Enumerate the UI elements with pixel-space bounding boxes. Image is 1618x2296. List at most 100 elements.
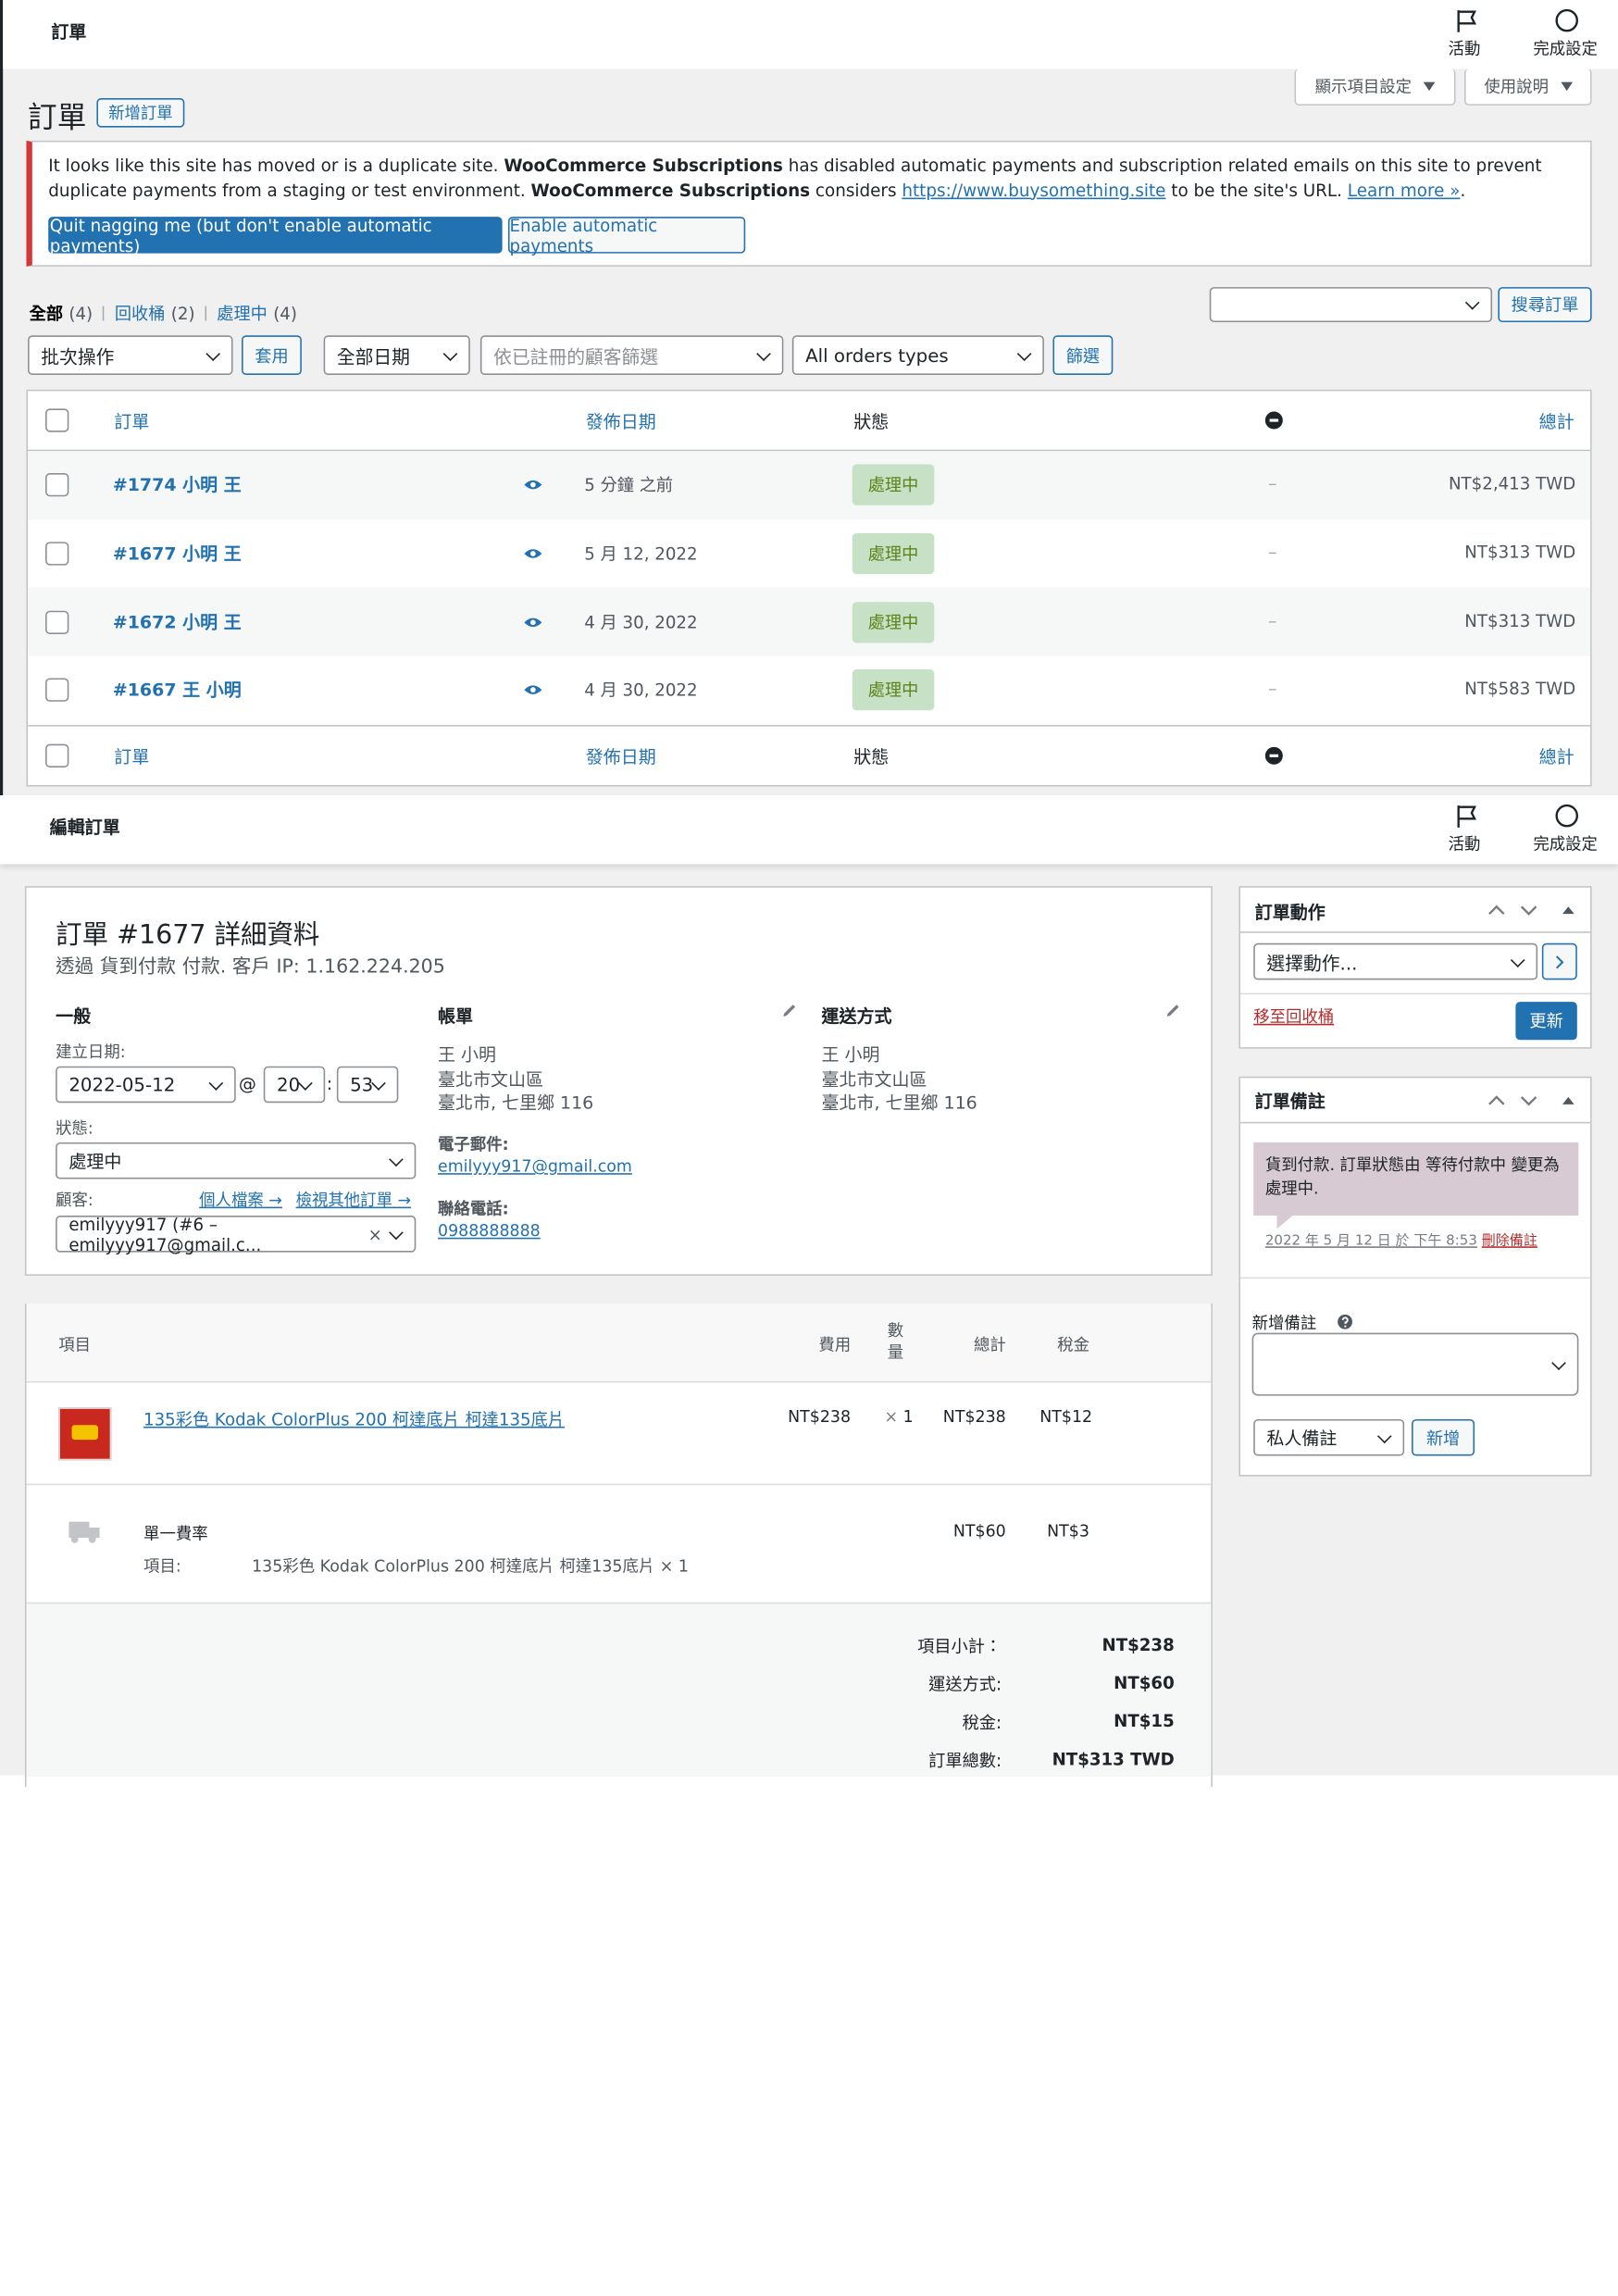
text: has disabled automatic payments and subs… xyxy=(48,155,1542,200)
go[interactable] xyxy=(1541,942,1577,980)
help-icon[interactable] xyxy=(1337,1314,1352,1329)
type-select[interactable]: All orders types xyxy=(791,335,1044,375)
activity[interactable]: 活動 xyxy=(1448,834,1481,855)
column-header[interactable]: 發佈日期 xyxy=(585,411,656,432)
phone[interactable]: 0988888888 xyxy=(438,1221,541,1241)
label: 建立日期: xyxy=(56,1042,126,1062)
circle-icon[interactable] xyxy=(1554,803,1580,829)
order-link[interactable]: #1677 小明 王 xyxy=(112,543,242,564)
column-header[interactable]: 訂單 xyxy=(114,411,150,432)
row-bg xyxy=(28,451,1591,519)
totals-area xyxy=(26,1602,1212,1777)
circle-icon[interactable] xyxy=(1554,7,1580,33)
column-footer[interactable]: 總計 xyxy=(1538,746,1574,767)
bulk-select[interactable]: 批次操作 xyxy=(28,335,233,375)
customer-select[interactable]: 依已註冊的顧客篩選 xyxy=(479,335,784,375)
page-title: 訂單 xyxy=(28,99,87,135)
value: 53 xyxy=(350,1073,374,1096)
order-link[interactable]: #1774 小明 王 xyxy=(112,475,242,496)
thumb-art xyxy=(71,1425,98,1441)
link[interactable]: Learn more » xyxy=(1347,179,1461,200)
shipping-tax: NT$3 xyxy=(1047,1521,1089,1541)
search-button[interactable]: 搜尋訂單 xyxy=(1498,287,1592,323)
order-link[interactable]: #1672 小明 王 xyxy=(112,611,242,632)
note-bubble xyxy=(1253,1142,1579,1217)
delete-note[interactable]: 刪除備註 xyxy=(1481,1233,1537,1250)
address-line: 臺北市, 七里鄉 116 xyxy=(438,1092,594,1114)
billing-icon xyxy=(1264,746,1283,765)
apply[interactable]: 套用 xyxy=(242,335,302,375)
value: 2022-05-12 xyxy=(68,1073,176,1096)
shipping-address: 王 小明 臺北市文山區 臺北市, 七里鄉 116 xyxy=(822,1042,977,1115)
shipping-items: 135彩色 Kodak ColorPlus 200 柯達底片 柯達135底片 ×… xyxy=(252,1556,689,1577)
edit-bar xyxy=(0,795,1618,865)
note-textarea[interactable] xyxy=(1251,1332,1579,1396)
setup[interactable]: 完成設定 xyxy=(1533,39,1598,59)
status: 處理中 xyxy=(852,464,935,506)
order-date: 5 月 12, 2022 xyxy=(584,543,698,564)
label: 顯示項目設定 xyxy=(1314,77,1413,97)
add-order[interactable]: 新增訂單 xyxy=(96,97,185,128)
email[interactable]: emilyyy917@gmail.com xyxy=(438,1156,632,1177)
hour-input[interactable]: 20 xyxy=(263,1066,326,1104)
clear[interactable]: × xyxy=(367,1223,382,1244)
column-footer[interactable]: 訂單 xyxy=(114,746,150,767)
column-header[interactable]: 總計 xyxy=(1538,411,1574,432)
status: 處理中 xyxy=(852,601,935,643)
order-link[interactable]: #1667 王 小明 xyxy=(112,680,242,701)
checkbox[interactable] xyxy=(45,743,69,767)
action-select[interactable]: 選擇動作... xyxy=(1253,942,1538,980)
add-note[interactable]: 新增 xyxy=(1412,1418,1475,1456)
address-line: 臺北市文山區 xyxy=(438,1068,543,1090)
view-label[interactable]: 回收桶 xyxy=(114,303,166,324)
trash-link[interactable]: 移至回收桶 xyxy=(1253,1007,1335,1027)
update[interactable]: 更新 xyxy=(1515,1002,1577,1041)
checkbox[interactable] xyxy=(45,408,69,432)
box-controls[interactable] xyxy=(1485,899,1581,919)
column-footer: 狀態 xyxy=(853,746,890,767)
screen-options[interactable]: 顯示項目設定 xyxy=(1294,69,1456,106)
filter[interactable]: 篩選 xyxy=(1052,335,1114,375)
date-select[interactable]: 全部日期 xyxy=(323,335,470,375)
table-divider xyxy=(28,449,1591,452)
profile-link[interactable]: 個人檔案 → xyxy=(199,1191,282,1210)
flag-icon[interactable] xyxy=(1454,7,1480,33)
separator xyxy=(205,306,207,321)
edit-icon[interactable] xyxy=(1165,1004,1180,1018)
enable-button[interactable]: Enable automatic payments xyxy=(507,215,746,256)
search-input[interactable] xyxy=(1209,287,1493,323)
product-name[interactable]: 135彩色 Kodak ColorPlus 200 柯達底片 柯達135底片 xyxy=(143,1408,565,1430)
preview-icon[interactable] xyxy=(523,546,543,561)
view-label[interactable]: 全部 xyxy=(29,303,64,324)
activity[interactable]: 活動 xyxy=(1448,39,1481,59)
checkbox[interactable] xyxy=(45,609,69,634)
preview-icon[interactable] xyxy=(523,615,543,630)
quit-button[interactable]: Quit nagging me (but don't enable automa… xyxy=(48,215,503,256)
box-controls[interactable] xyxy=(1485,1090,1581,1110)
view-label[interactable]: 處理中 xyxy=(217,303,268,324)
date-input[interactable]: 2022-05-12 xyxy=(56,1066,236,1104)
preview-icon[interactable] xyxy=(523,478,543,493)
checkbox[interactable] xyxy=(45,542,69,566)
link[interactable]: https://www.buysomething.site xyxy=(902,179,1166,200)
total-value: NT$238 xyxy=(1101,1634,1175,1655)
setup[interactable]: 完成設定 xyxy=(1533,834,1598,855)
qty: × 1 xyxy=(885,1407,914,1427)
text: . xyxy=(1460,179,1466,200)
orders-link[interactable]: 檢視其他訂單 → xyxy=(295,1191,412,1210)
checkbox[interactable] xyxy=(45,473,69,497)
edit-icon[interactable] xyxy=(782,1004,797,1018)
note-text: 貨到付款. 訂單狀態由 等待付款中 變更為 處理中. xyxy=(1264,1155,1560,1199)
box-title: 訂單備註 xyxy=(1254,1091,1326,1112)
flag-icon[interactable] xyxy=(1454,803,1480,829)
customer-select[interactable]: emilyyy917 (#6 – emilyyy917@gmail.c... × xyxy=(56,1214,417,1254)
preview-icon[interactable] xyxy=(523,682,543,697)
colon: : xyxy=(326,1073,333,1094)
note-type[interactable]: 私人備註 xyxy=(1253,1418,1405,1456)
minute-input[interactable]: 53 xyxy=(336,1066,399,1104)
column-footer[interactable]: 發佈日期 xyxy=(585,746,656,767)
help[interactable]: 使用說明 xyxy=(1464,69,1592,106)
status-select[interactable]: 處理中 xyxy=(56,1142,417,1179)
checkbox[interactable] xyxy=(45,678,69,702)
